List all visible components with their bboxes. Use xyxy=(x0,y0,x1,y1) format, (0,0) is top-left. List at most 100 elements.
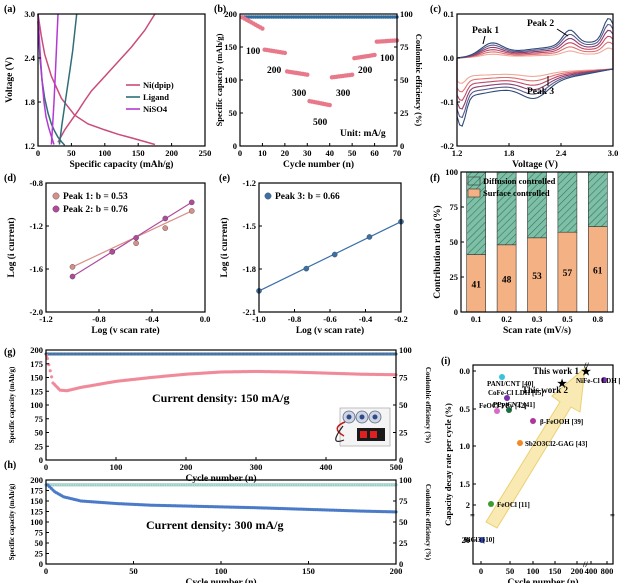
y2-tick-label: 50 xyxy=(399,517,408,527)
y2-tick-label: 25 xyxy=(400,108,409,118)
star-marker: ★ xyxy=(581,366,591,378)
rate-label: 200 xyxy=(267,66,282,76)
peak-1-label: Peak 1 xyxy=(472,26,499,36)
x-axis-label: Cycle number (n) xyxy=(283,159,354,170)
x-tick-label: 100 xyxy=(110,462,123,472)
y2-tick-label: 0 xyxy=(399,455,403,465)
panel-h: (h)0 50 100 150 2000255075100125150175200025… xyxy=(4,460,432,583)
x-tick-label: 70 xyxy=(393,148,402,158)
legend-label: Ni(dpip) xyxy=(143,80,174,90)
y2-axis-label: Coulombic efficiency (%) xyxy=(424,484,432,561)
y-axis-label: Contribution ratio (%) xyxy=(432,205,443,298)
y2-tick-label: 0 xyxy=(400,141,404,151)
x-tick-label: 40 xyxy=(325,148,334,158)
capacity-point xyxy=(282,50,288,56)
panel-label: (g) xyxy=(4,347,16,358)
y-tick-label: -2.1 xyxy=(243,307,256,317)
panel-label: (a) xyxy=(4,4,16,15)
x-tick-label: 0.0 xyxy=(200,314,211,324)
y2-tick-label: 75 xyxy=(400,42,409,52)
legend-swatch-diffusion xyxy=(467,176,481,186)
x-axis-label: Cycle number (n) xyxy=(507,577,578,583)
capacity-point xyxy=(49,375,54,379)
x-tick-label: 100 xyxy=(215,566,228,576)
y-tick-label: 2 xyxy=(466,500,470,510)
wire-red xyxy=(336,421,346,437)
coin-cell-center xyxy=(346,414,352,420)
led-segment xyxy=(370,431,377,438)
y2-tick-label: 25 xyxy=(399,538,408,548)
capacity-point xyxy=(349,72,355,77)
data-point xyxy=(366,234,373,240)
y2-tick-label: 100 xyxy=(399,345,412,355)
x-tick-label: 50 xyxy=(348,148,357,158)
y-tick-label: 100 xyxy=(30,400,43,410)
y-axis-label: Log (i current) xyxy=(6,218,17,278)
data-point xyxy=(188,208,195,214)
bar-value-label: 48 xyxy=(502,275,512,285)
x-tick-label: 200 xyxy=(165,148,178,158)
y2-tick-label: 0 xyxy=(399,559,403,569)
y-tick-label: 2.4 xyxy=(24,53,35,63)
data-point xyxy=(69,273,76,280)
data-point xyxy=(303,265,310,272)
led-segment xyxy=(360,431,367,438)
wire-black xyxy=(335,425,345,442)
rate-label: 500 xyxy=(313,118,328,128)
point-label: This work 2 xyxy=(522,385,569,395)
y2-tick-label: 75 xyxy=(399,373,408,383)
peak-1-arrow xyxy=(482,35,486,45)
series-ligand xyxy=(58,13,78,145)
y-tick-label: 100 xyxy=(224,75,237,85)
y-tick-label: -0.8 xyxy=(30,178,43,188)
y-tick-label: -2.0 xyxy=(30,307,43,317)
fit-line xyxy=(258,221,402,292)
y-tick-label: -1.2 xyxy=(30,221,43,231)
panel-label: (c) xyxy=(430,4,441,15)
y-tick-label: -1.5 xyxy=(243,221,256,231)
x-tick-label: -1.2 xyxy=(39,314,52,324)
y-axis-label: Specific capacity (mAh/g) xyxy=(8,366,16,443)
legend-marker xyxy=(52,192,60,200)
point-label: PANI/CNT [40] xyxy=(487,380,534,388)
y-tick-label: 0 xyxy=(39,559,43,569)
x-tick-label: 200 xyxy=(390,566,403,576)
panel-e: (e) Peak 3: b = 0.66 -1.0 -0.8 -0.6 -0.4 -0.2 -… xyxy=(219,173,408,336)
legend-marker xyxy=(264,192,272,200)
y-tick-label: -0.2 xyxy=(441,141,454,151)
y-tick-label: 75 xyxy=(35,414,44,424)
rate-label: 100 xyxy=(380,54,395,64)
series-ni-dpip- xyxy=(57,13,156,143)
y-tick-label: -1.2 xyxy=(243,178,256,188)
y-tick-label: -1.8 xyxy=(243,264,256,274)
y-tick-label: 75 xyxy=(35,528,44,538)
x-tick-label: 100 xyxy=(98,148,111,158)
y-tick-label: 25 xyxy=(450,272,459,282)
x-tick-label: 150 xyxy=(549,566,562,576)
x-tick-label: 0.1 xyxy=(471,314,482,324)
y-tick-label: 25 xyxy=(35,549,44,559)
y2-tick-label: 25 xyxy=(399,428,408,438)
legend-swatch-surface xyxy=(467,188,481,198)
x-axis-label: Scan rate (mV/s) xyxy=(503,325,571,336)
capacity-point xyxy=(327,102,332,108)
x-tick-label: 400 xyxy=(320,462,333,472)
x-axis-break-top: // xyxy=(583,360,589,370)
legend-label: Peak 2: b = 0.76 xyxy=(63,205,128,215)
x-tick-label: 1.8 xyxy=(504,148,515,158)
x-axis-label: Voltage (V) xyxy=(512,159,558,170)
axes-frame xyxy=(258,182,402,313)
y-tick-label: 50 xyxy=(35,428,44,438)
y2-tick-label: 100 xyxy=(399,475,412,485)
y-tick-label: 150 xyxy=(30,373,43,383)
x-tick-label: 0 xyxy=(44,462,48,472)
x-tick-label: 100 xyxy=(527,566,540,576)
axes-frame xyxy=(37,13,206,147)
peak-2-label: Peak 2 xyxy=(527,19,554,29)
point-label: PPy/CNT [41] xyxy=(493,401,535,409)
point-label: FeOCl-PPy [42] xyxy=(479,402,527,410)
point-label: FeOCl [11] xyxy=(497,501,530,509)
point-label: Sb2O3Cl2-GAG [43] xyxy=(525,440,587,448)
x-tick-label: -1.0 xyxy=(252,314,265,324)
x-tick-label: 1.2 xyxy=(452,148,463,158)
